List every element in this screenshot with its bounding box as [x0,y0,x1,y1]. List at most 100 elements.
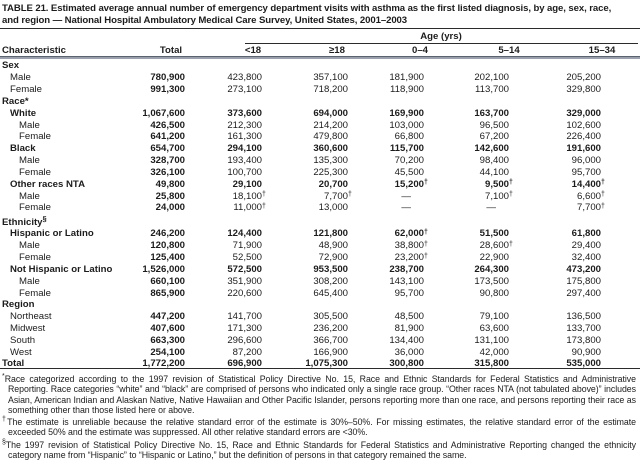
cell-value: 694,000 [313,107,348,119]
cell-value: 220,600 [227,287,262,299]
title-divider [0,28,640,29]
cell-empty [185,95,262,107]
cell-value: 22,900 [479,252,509,264]
column-header-characteristic: Characteristic [2,45,66,56]
cell-value: 660,100 [150,275,185,287]
column-header-under18: <18 [244,45,262,56]
footnote-text: The estimate is unreliable because the r… [7,417,637,438]
cell-value: 315,800 [474,358,509,370]
cell-value: 6,600† [576,190,605,202]
cell-value: 90,800 [479,287,509,299]
cell-empty [348,95,424,107]
cell-value: 134,400 [389,334,424,346]
cell-value: 67,200 [479,131,509,143]
table-row: Male 780,900 423,800 357,100 181,900 202,100 2… [2,72,601,84]
cell-value: 366,700 [313,334,348,346]
table-row: Female 24,000 11,000† 13,000 — — 7,700† [2,202,605,214]
table-row: Female 865,900 220,600 645,400 95,700 90,800 2… [2,287,601,299]
cell-value: 308,200 [313,275,348,287]
cell-value: — [401,202,411,214]
cell-value: 51,500 [479,228,509,240]
cell-value: 7,700† [576,202,605,214]
cell-value: 20,700 [318,178,348,190]
table-row: Female 641,200 161,300 479,800 66,800 67,200 2… [2,131,601,143]
cell-value: 326,100 [150,166,185,178]
cell-empty [262,60,348,72]
cell-value: 236,200 [313,322,348,334]
cell-empty [137,60,185,72]
row-label: Ethnicity§ [2,213,47,228]
cell-value: 136,500 [566,311,601,323]
data-table: Sex Male 780,900 423,800 357,100 181,900 202,1… [2,60,605,370]
cell-value: 32,400 [571,252,601,264]
cell-value: 226,400 [566,131,601,143]
cell-value: 297,400 [566,287,601,299]
section-footnote-marker: § [42,213,47,223]
cell-value: 173,500 [474,275,509,287]
table-row: Midwest 407,600 171,300 236,200 81,900 63,600… [2,323,601,335]
cell-value: 296,600 [227,334,262,346]
cell-value: 479,800 [313,131,348,143]
row-label: Midwest [10,322,46,334]
cell-value: 865,900 [150,287,185,299]
cell-value: 193,400 [227,155,262,167]
cell-value: 663,300 [150,334,185,346]
cell-value: 535,000 [566,358,601,370]
cell-value: 181,900 [389,72,424,84]
cell-value: 66,800 [394,131,424,143]
cell-empty [424,60,509,72]
row-label: Male [19,190,40,202]
cell-empty [509,299,601,311]
cell-value: 264,300 [474,263,509,275]
cell-value: 118,900 [390,84,424,96]
cell-value: 96,000 [571,155,601,167]
cell-value: 87,200 [232,346,262,358]
cell-value: 572,500 [227,263,262,275]
cell-value: 273,100 [227,84,262,96]
row-label: White [10,107,37,119]
age-group-header: Age (yrs) [420,31,462,42]
cell-value: 120,800 [150,240,185,252]
cell-value: 13,000 [318,202,348,214]
cell-value: 246,200 [150,228,185,240]
cell-value: 36,000 [394,346,424,358]
cell-value: 18,100† [232,190,266,202]
footnote: †The estimate is unreliable because the … [2,415,636,438]
cell-empty [185,60,262,72]
cell-empty [185,214,262,228]
cell-value: 163,700 [474,107,509,119]
cell-value: 175,800 [566,275,601,287]
cell-value: 7,100† [484,190,513,202]
cell-empty [348,299,424,311]
cell-value: 102,600 [566,119,601,131]
row-label: Female [19,202,51,214]
cell-value: 166,900 [313,346,348,358]
section-row: Sex [2,60,601,72]
row-label: Region [2,299,35,311]
cell-value: 191,600 [566,143,601,155]
cell-value: 171,300 [227,322,262,334]
cell-value: 42,000 [479,346,509,358]
cell-value: 1,526,000 [142,263,185,275]
row-label: Race* [2,95,29,107]
cell-value: 71,900 [232,240,262,252]
cell-empty [262,95,348,107]
cell-value: 15,200† [394,178,428,190]
footnote: §The 1997 revision of Statistical Policy… [2,438,636,461]
cell-value: 202,100 [474,72,509,84]
cell-value: 161,300 [227,131,262,143]
cell-value: 95,700 [394,287,424,299]
cell-value: 329,800 [566,84,601,96]
cell-value: 407,600 [150,322,185,334]
cell-empty [424,214,509,228]
table-row: Northeast 447,200 141,700 305,500 48,500 79,1… [2,311,601,323]
cell-value: 7,700† [323,190,352,202]
cell-value: 654,700 [150,143,185,155]
cell-value: 79,100 [479,311,509,323]
table-row: Total 1,772,200 696,900 1,075,300 300,800 315… [2,358,601,370]
cell-value: 38,800† [394,240,428,252]
row-label: Total [2,358,25,370]
row-label: Male [10,72,31,84]
age-group-divider [245,43,638,44]
cell-value: 45,500 [394,166,424,178]
